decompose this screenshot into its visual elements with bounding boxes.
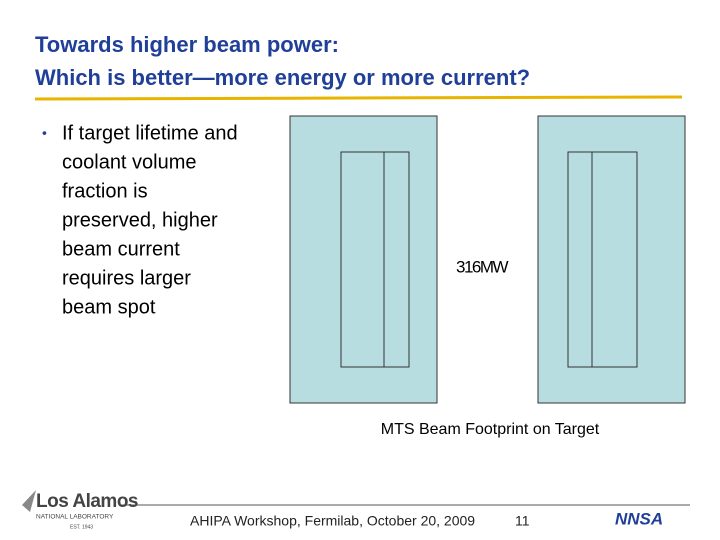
- logo-nnsa: NNSA: [615, 509, 663, 528]
- title-rule: [34, 95, 683, 101]
- bullet-line: requires larger: [62, 267, 191, 289]
- target-large: [537, 115, 686, 404]
- footprint: [567, 151, 638, 368]
- logo-subtitle: NATIONAL LABORATORY: [36, 514, 114, 521]
- footprint: [340, 151, 410, 368]
- bullet-line: preserved, higher: [62, 209, 218, 231]
- bullet-text: If target lifetime and coolant volume frac…: [62, 122, 238, 318]
- bullet-line: coolant volume: [62, 151, 197, 173]
- bullet-line: fraction is: [62, 180, 148, 202]
- target-small: [289, 115, 438, 404]
- footer-event: AHIPA Workshop, Fermilab, October 20, 20…: [190, 513, 475, 529]
- logo-established: EST. 1943: [70, 524, 93, 530]
- title-line: Which is better—more energy or more curr…: [35, 65, 530, 90]
- bullet-marker: •: [42, 125, 47, 141]
- page-number: 11: [515, 513, 530, 529]
- title-line: Towards higher beam power:: [35, 32, 339, 57]
- caption: MTS Beam Footprint on Target: [381, 421, 600, 438]
- bullet-line: beam spot: [62, 296, 156, 318]
- logo-name: Los Alamos: [36, 491, 138, 512]
- bullet-line: If target lifetime and: [62, 122, 238, 144]
- power-label: 316MW: [456, 257, 509, 276]
- logo-mark: [22, 490, 36, 512]
- bullet-line: beam current: [62, 238, 180, 260]
